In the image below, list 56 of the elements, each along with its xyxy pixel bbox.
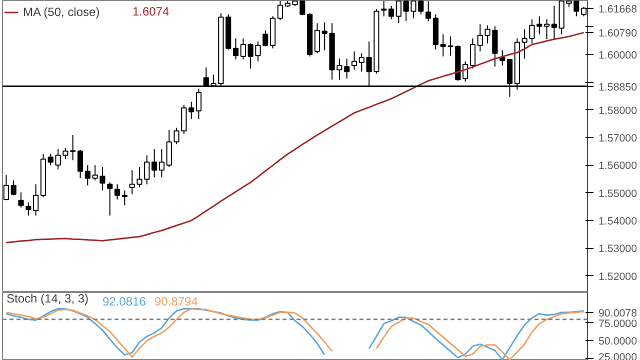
candlestick (188, 101, 194, 120)
candlestick (396, 0, 402, 24)
y-tick-label: 1.60790 (598, 28, 638, 40)
candlestick (551, 6, 557, 40)
candlestick (107, 182, 113, 216)
y-tick-label: 1.55000 (598, 188, 638, 200)
legend-label: MA (50, close) (23, 5, 100, 19)
candlestick (314, 22, 320, 54)
candlestick (70, 134, 76, 161)
candlestick (84, 164, 90, 186)
y-tick-label: 75.0000 (598, 318, 638, 330)
y-tick-label: 1.61668 (598, 3, 638, 16)
y-tick-label: 1.58000 (598, 104, 638, 117)
candlestick (351, 50, 358, 70)
y-tick-label: 1.54000 (598, 216, 638, 228)
candlestick (144, 154, 150, 185)
candlestick (196, 88, 202, 120)
y-tick-label: 1.60000 (598, 49, 638, 62)
candlestick (388, 6, 394, 20)
annotation: 92.0816 (102, 294, 146, 308)
y-tick-label: 1.57000 (598, 132, 638, 145)
y-tick-label: 50.0000 (598, 336, 638, 348)
line-series (5, 32, 585, 244)
candlestick (77, 149, 84, 179)
candlestick (381, 0, 387, 17)
candlestick (262, 30, 268, 47)
candlestick (114, 184, 120, 200)
y-tick-label: 90.0078 (598, 307, 638, 320)
candlestick (322, 22, 328, 51)
candlestick (3, 174, 9, 201)
annotation: 1.6074 (132, 4, 170, 18)
chart-title: Stoch (14, 3, 3) (6, 292, 89, 306)
candlestick (425, 0, 432, 22)
ref-line-label: 1.58850 (598, 81, 638, 94)
y-tick-label: 1.52000 (598, 270, 638, 283)
candlestick (10, 180, 16, 196)
candlestick (152, 148, 158, 178)
candlestick (500, 50, 506, 66)
y-tick-label: 1.56000 (598, 160, 638, 172)
candlestick (122, 190, 128, 206)
candlestick (240, 38, 246, 60)
candlestick (181, 104, 187, 134)
y-tick-label: 1.53000 (598, 243, 638, 256)
candlestick (277, 0, 283, 21)
candlestick (26, 202, 32, 216)
candlestick (358, 52, 364, 72)
candlestick (470, 38, 476, 70)
candlestick (158, 148, 165, 178)
candlestick (33, 184, 39, 216)
candlestick (522, 28, 528, 60)
candlestick (232, 38, 239, 60)
annotation: 90.8794 (154, 294, 198, 308)
candlestick (174, 127, 180, 145)
candlestick (344, 58, 350, 80)
candlestick (166, 130, 172, 168)
candlestick (18, 192, 24, 208)
